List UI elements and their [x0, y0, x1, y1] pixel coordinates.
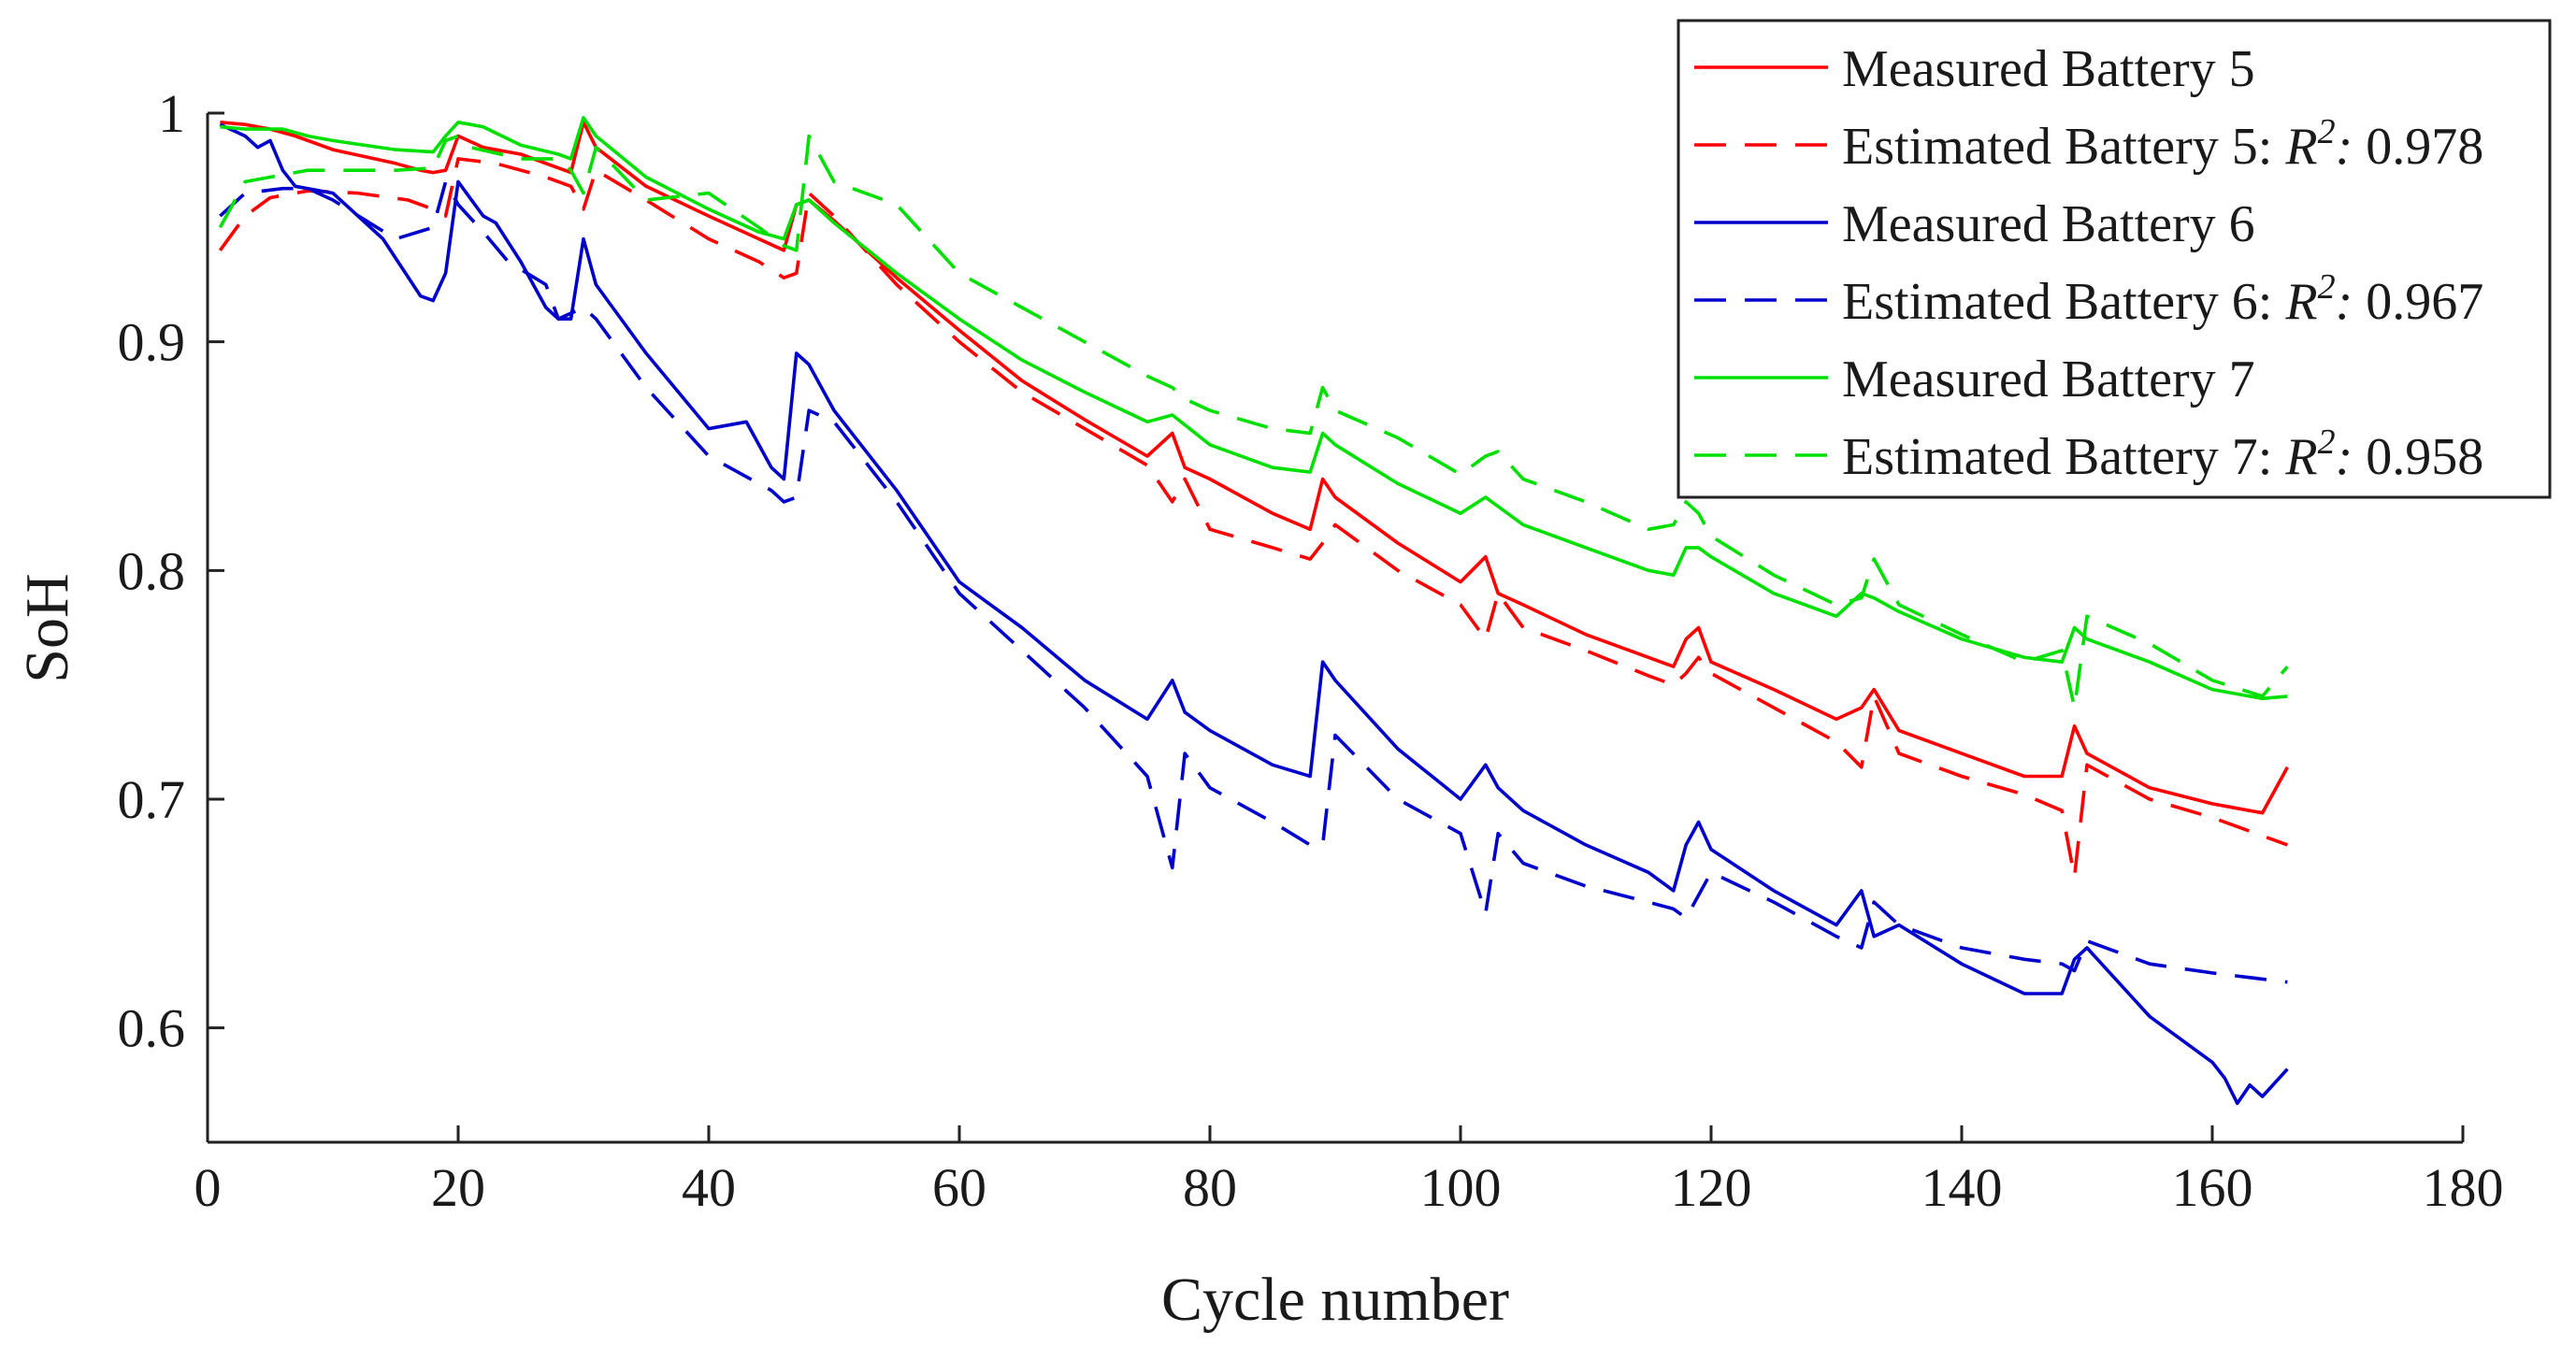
- y-tick-label: 0.8: [118, 540, 186, 601]
- legend-label-part: :: [2336, 428, 2353, 486]
- x-tick-label: 120: [1671, 1157, 1752, 1218]
- legend-label-part: R: [2284, 428, 2317, 486]
- x-tick-label: 180: [2423, 1157, 2504, 1218]
- legend-box: [1677, 19, 2552, 499]
- legend-entries: Measured Battery 5 Estimated Battery 5: R…: [1694, 40, 2483, 486]
- x-tick-label: 80: [1183, 1157, 1237, 1218]
- x-axis-label: Cycle number: [1161, 1266, 1509, 1334]
- legend-label-part: 2: [2318, 267, 2336, 307]
- legend-label-5: Measured Battery 7: [1842, 351, 2255, 408]
- legend: Measured Battery 5 Estimated Battery 5: R…: [1677, 19, 2552, 499]
- series-line-3: [219, 122, 2289, 1106]
- legend-label-part: 2: [2318, 112, 2336, 151]
- x-tick-label: 60: [932, 1157, 986, 1218]
- legend-label-part: 0.978: [2353, 118, 2483, 176]
- series-line-1: [220, 121, 2289, 815]
- y-axis-label: SoH: [13, 573, 81, 682]
- legend-label-part: Measured Battery 5: [1842, 40, 2255, 98]
- legend-label-part: R: [2284, 118, 2317, 176]
- legend-label-2: Estimated Battery 5: R2: 0.978: [1842, 112, 2483, 176]
- legend-label-part: Estimated Battery 7:: [1842, 428, 2285, 486]
- series-line-2: [218, 157, 2289, 880]
- x-tick-label: 0: [194, 1157, 222, 1218]
- legend-label-6: Estimated Battery 7: R2: 0.958: [1842, 422, 2483, 486]
- y-ticks: 0.6 0.7 0.8 0.9 1: [118, 83, 224, 1059]
- legend-label-part: :: [2336, 273, 2353, 331]
- legend-label-part: :: [2336, 118, 2353, 176]
- legend-label-part: Measured Battery 6: [1842, 195, 2255, 253]
- x-tick-label: 100: [1420, 1157, 1502, 1218]
- x-ticks: 0 20 40 60 80 100 120 140 160 180: [194, 1125, 2504, 1218]
- y-tick-label: 1: [158, 83, 185, 144]
- legend-label-part: 0.967: [2353, 273, 2483, 331]
- y-tick-label: 0.7: [118, 769, 186, 830]
- series-layer: [218, 116, 2289, 1106]
- x-tick-label: 20: [431, 1157, 485, 1218]
- plot-area: 0 20 40 60 80 100 120 140 160 180 0.6 0.7 0.8 0.9 1: [118, 83, 2504, 1218]
- legend-label-part: Measured Battery 7: [1842, 351, 2255, 408]
- x-tick-label: 40: [682, 1157, 736, 1218]
- legend-label-part: 2: [2318, 422, 2336, 462]
- legend-label-part: 0.958: [2353, 428, 2483, 486]
- x-tick-label: 140: [1921, 1157, 2003, 1218]
- legend-label-4: Estimated Battery 6: R2: 0.967: [1842, 267, 2483, 331]
- legend-label-part: Estimated Battery 5:: [1842, 118, 2285, 176]
- legend-label-part: R: [2284, 273, 2317, 331]
- legend-label-part: Estimated Battery 6:: [1842, 273, 2285, 331]
- y-tick-label: 0.9: [118, 312, 186, 373]
- series-line-6: [218, 134, 2289, 709]
- y-tick-label: 0.6: [118, 998, 186, 1059]
- x-tick-label: 160: [2172, 1157, 2253, 1218]
- legend-label-1: Measured Battery 5: [1842, 40, 2255, 98]
- legend-label-3: Measured Battery 6: [1842, 195, 2255, 253]
- series-line-4: [219, 179, 2288, 984]
- series-line-5: [220, 116, 2288, 701]
